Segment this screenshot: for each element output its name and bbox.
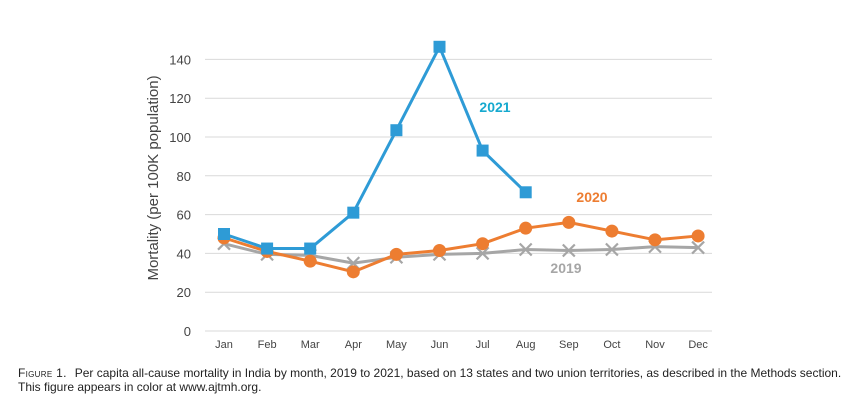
data-point <box>261 242 274 255</box>
x-tick-label: Nov <box>645 339 665 351</box>
series-line-2021 <box>223 45 527 251</box>
data-point <box>648 233 662 247</box>
data-point <box>346 265 360 279</box>
data-point <box>218 228 230 240</box>
gridlines <box>205 58 712 332</box>
data-point <box>605 242 619 257</box>
x-tick-label: Aug <box>516 339 536 351</box>
data-point <box>519 186 532 199</box>
data-point <box>518 242 533 257</box>
data-point <box>691 229 705 243</box>
y-tick-label: 80 <box>177 169 191 184</box>
x-axis-ticks: Jan Feb Mar Apr May Jun Jul Aug Sep Oct Nov Dec <box>215 339 708 351</box>
series-2021: 2021 <box>218 40 532 255</box>
x-tick-label: Jan <box>215 339 233 351</box>
data-point <box>303 254 317 268</box>
data-point <box>304 242 317 255</box>
x-tick-label: Sep <box>559 339 579 351</box>
x-tick-label: Apr <box>345 339 362 351</box>
series-label-2020: 2020 <box>576 189 607 205</box>
data-point <box>605 224 619 238</box>
data-point <box>562 215 576 229</box>
x-tick-label: Mar <box>301 339 320 351</box>
y-tick-label: 120 <box>169 91 191 106</box>
figure-label: Figure 1. <box>18 366 67 380</box>
y-axis-ticks: 0 20 40 60 80 100 120 140 <box>169 52 191 339</box>
data-point <box>691 240 705 255</box>
y-tick-label: 140 <box>169 52 191 67</box>
series-label-2019: 2019 <box>550 260 581 276</box>
data-point <box>389 247 403 261</box>
data-point <box>390 124 403 137</box>
series-label-2021: 2021 <box>479 99 510 115</box>
figure-caption: Figure 1. Per capita all-cause mortality … <box>18 366 848 394</box>
data-point <box>562 243 576 258</box>
data-point <box>475 246 490 261</box>
y-tick-label: 20 <box>177 285 191 300</box>
y-tick-label: 0 <box>184 324 191 339</box>
data-point <box>347 206 360 219</box>
y-tick-label: 100 <box>169 130 191 145</box>
y-axis-label: Mortality (per 100K population) <box>145 75 162 280</box>
x-tick-label: Feb <box>258 339 277 351</box>
data-point <box>519 221 533 235</box>
series-2020: 2020 <box>217 189 705 279</box>
data-point <box>433 40 446 53</box>
data-point <box>433 243 446 257</box>
mortality-line-chart: 0 20 40 60 80 100 120 140 Jan Feb Mar Apr May Jun Jul… <box>145 40 712 351</box>
data-series: 2019 2020 2021 <box>217 40 705 279</box>
figure-caption-text: Per capita all-cause mortality in India … <box>18 366 842 394</box>
y-tick-label: 60 <box>177 208 191 223</box>
y-tick-label: 40 <box>177 246 191 261</box>
x-tick-label: Oct <box>603 339 620 351</box>
x-tick-label: Jun <box>431 339 449 351</box>
series-line-2019 <box>223 242 699 265</box>
data-point <box>476 144 489 157</box>
x-tick-label: May <box>386 339 407 351</box>
series-line-2020 <box>223 220 699 274</box>
x-tick-label: Jul <box>476 339 490 351</box>
x-tick-label: Dec <box>688 339 708 351</box>
data-point <box>476 237 490 251</box>
